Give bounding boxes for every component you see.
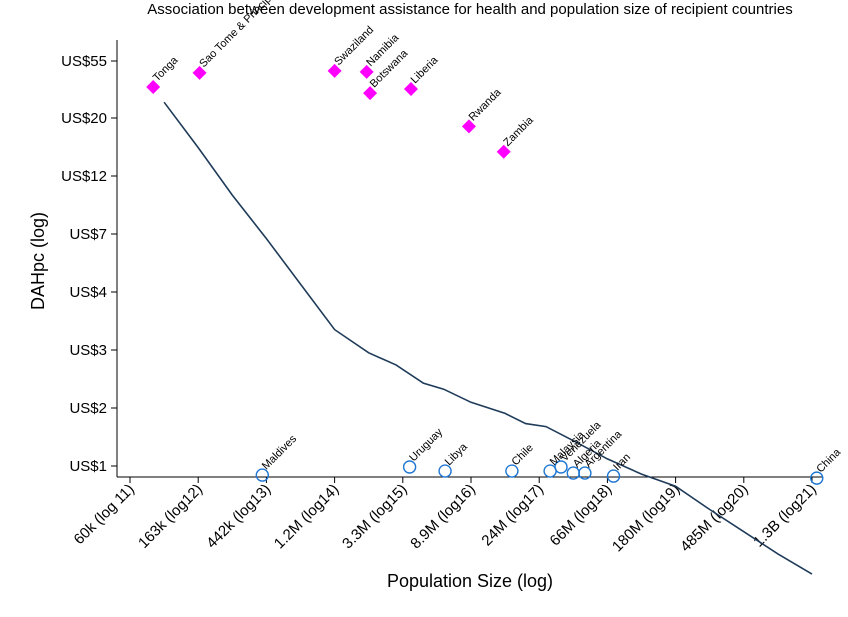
point-marker-namibia bbox=[359, 64, 374, 79]
point-marker-iran bbox=[606, 469, 621, 483]
y-tick-label: US$7 bbox=[69, 226, 107, 243]
point-label: Zambia bbox=[501, 114, 536, 149]
point-marker-tonga bbox=[146, 80, 161, 95]
point-marker-chile bbox=[505, 464, 519, 478]
y-tick-label: US$12 bbox=[61, 168, 107, 185]
y-tick-label: US$55 bbox=[61, 53, 107, 70]
x-tick-label: 60k (log 11) bbox=[71, 481, 138, 548]
y-tick-label: US$4 bbox=[69, 284, 107, 301]
fit-line-group bbox=[163, 101, 813, 575]
point-label: China bbox=[814, 446, 843, 475]
point-label: Uruguay bbox=[407, 426, 445, 464]
point-marker-argentina bbox=[578, 466, 592, 480]
x-tick-label: 163k (log12) bbox=[135, 481, 206, 552]
y-tick-label: US$20 bbox=[61, 110, 107, 127]
point-marker-maldives bbox=[255, 468, 270, 482]
point-label: Rwanda bbox=[467, 86, 505, 124]
point-marker-libya bbox=[438, 464, 452, 478]
x-tick-label: 66M (log18) bbox=[547, 481, 616, 550]
x-tick-label: 1.2M (log14) bbox=[271, 481, 343, 553]
x-tick-label: 442k (log13) bbox=[203, 481, 274, 552]
point-marker-sao-tome-principe bbox=[192, 65, 207, 80]
y-tick-label: US$3 bbox=[69, 342, 107, 359]
point-label: Maldives bbox=[260, 433, 300, 473]
x-tick-label: 180M (log19) bbox=[609, 481, 684, 556]
x-tick-label: 3.3M (log15) bbox=[339, 481, 411, 553]
data-points bbox=[146, 63, 824, 485]
point-marker-swaziland bbox=[327, 63, 342, 78]
point-marker-uruguay bbox=[402, 460, 417, 474]
y-tick-label: US$1 bbox=[69, 458, 107, 475]
x-tick-label: 485M (log20) bbox=[677, 481, 752, 556]
point-label: Tonga bbox=[151, 54, 181, 84]
point-label: Liberia bbox=[409, 54, 441, 86]
point-marker-rwanda bbox=[461, 119, 476, 134]
fit-line bbox=[163, 101, 813, 575]
y-tick-label: US$2 bbox=[69, 400, 107, 417]
point-marker-botswana bbox=[363, 86, 378, 101]
point-marker-zambia bbox=[496, 144, 511, 159]
point-label: Libya bbox=[443, 440, 471, 468]
point-marker-china bbox=[810, 471, 824, 485]
x-tick-label: 1.3B (log21) bbox=[750, 481, 820, 551]
point-marker-liberia bbox=[403, 82, 418, 97]
x-tick-label: 24M (log17) bbox=[478, 481, 547, 550]
chart-title: Association between development assistan… bbox=[147, 1, 792, 18]
point-label: Chile bbox=[510, 442, 536, 468]
x-tick-label: 8.9M (log16) bbox=[407, 481, 479, 553]
y-axis-title: DAHpc (log) bbox=[28, 212, 48, 310]
point-marker-venezuela bbox=[554, 460, 568, 474]
x-axis-title: Population Size (log) bbox=[387, 571, 553, 591]
point-labels: MicronesiaTongaSao Tome & PrincipeVanuat… bbox=[151, 0, 844, 475]
